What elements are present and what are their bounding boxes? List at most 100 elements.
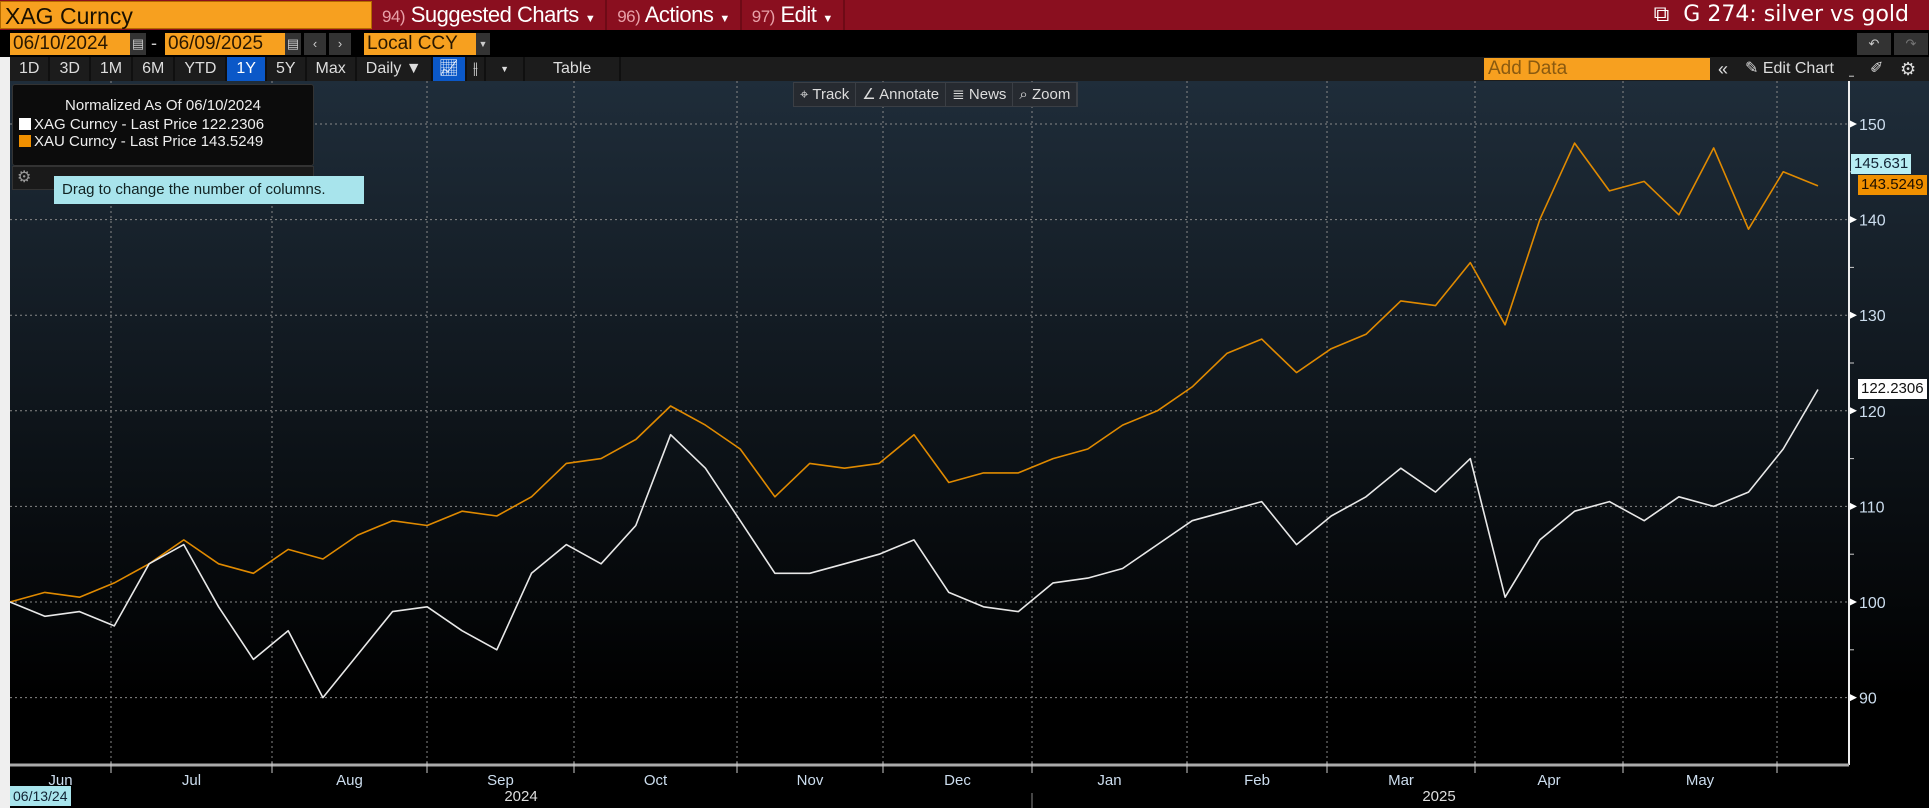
x-year-label: 2024 (504, 788, 537, 805)
menu-label: Actions (644, 2, 714, 27)
external-link-icon[interactable]: ⧉ (1653, 2, 1670, 27)
prev-period-button[interactable]: ‹ (304, 33, 326, 55)
x-month-label: May (1686, 772, 1715, 789)
add-data-input[interactable]: Add Data (1484, 58, 1710, 80)
legend: Normalized As Of 06/10/2024 XAG Curncy -… (12, 84, 314, 166)
y-tick-label: 110 (1859, 499, 1885, 516)
cursor-value-tag: 145.631 (1851, 154, 1912, 174)
gear-icon[interactable]: ⚙ (17, 169, 32, 186)
redo-button[interactable]: ↷ (1894, 33, 1928, 55)
xau-last-price-tag: 143.5249 (1858, 175, 1927, 195)
bar-chart-icon[interactable]: ⫲ (467, 57, 487, 81)
y-tick-arrow (1849, 311, 1857, 320)
chart-title-text: G 274: silver vs gold (1683, 2, 1909, 27)
series-line-xau (9, 142, 1819, 603)
legend-label: XAU Curncy - Last Price 143.5249 (34, 133, 264, 150)
period-6m[interactable]: 6M (133, 57, 176, 81)
x-month-label: Oct (644, 772, 668, 789)
x-month-label: Apr (1537, 772, 1560, 789)
left-border (0, 57, 10, 808)
y-tick-label: 120 (1859, 404, 1886, 421)
caret-down-icon[interactable]: ▼ (486, 57, 526, 81)
edit-chart-button[interactable]: ✎ Edit Chart (1745, 57, 1834, 81)
period-5y[interactable]: 5Y (267, 57, 307, 81)
annotate-button[interactable]: ∠ Annotate (856, 83, 947, 106)
zoom-label: Zoom (1032, 86, 1071, 103)
xag-last-price-tag: 122.2306 (1858, 379, 1927, 399)
legend-swatch (19, 118, 31, 130)
news-label: News (968, 86, 1007, 103)
chart-tools: ⌖ Track ∠ Annotate ≣ News ⌕ Zoom (793, 82, 1079, 107)
legend-item-xag[interactable]: XAG Curncy - Last Price 122.2306 (19, 116, 307, 133)
annotate-label: Annotate (879, 86, 940, 103)
menu-number: 94) (382, 7, 406, 26)
date-separator: - (151, 33, 157, 53)
x-month-label: Jan (1097, 772, 1121, 789)
y-tick-arrow (1849, 502, 1857, 511)
menu-number: 97) (751, 7, 776, 26)
chart-title: ⧉ G 274: silver vs gold (1654, 0, 1909, 30)
period-max[interactable]: Max (307, 57, 357, 81)
y-tick-label: 100 (1859, 595, 1886, 612)
pencil-icon: ✎ (1745, 60, 1759, 77)
period-1d[interactable]: 1D (10, 57, 51, 81)
menu-label: Suggested Charts (410, 2, 580, 27)
period-1y[interactable]: 1Y (227, 57, 267, 81)
y-tick-arrow (1849, 693, 1857, 702)
x-month-label: Sep (487, 772, 514, 789)
x-month-label: Jul (182, 772, 201, 789)
end-date-field[interactable]: 06/09/2025 (165, 33, 285, 55)
y-tick-arrow (1849, 406, 1857, 415)
y-tick-label: 130 (1859, 308, 1886, 325)
track-button[interactable]: ⌖ Track (794, 83, 857, 106)
x-month-label: Jun (48, 772, 72, 789)
tooltip: Drag to change the number of columns. (54, 176, 364, 204)
gear-icon[interactable]: ⚙ (1900, 59, 1917, 79)
y-tick-arrow (1849, 215, 1857, 224)
frequency-select[interactable]: Daily ▼ (357, 57, 433, 81)
calendar-icon[interactable]: ▤ (130, 33, 146, 55)
undo-button[interactable]: ↶ (1857, 33, 1891, 55)
y-tick-arrow (1849, 120, 1857, 128)
caret-down-icon: ▼ (822, 13, 833, 25)
zoom-button[interactable]: ⌕ Zoom (1013, 83, 1078, 106)
security-input[interactable]: XAG Curncy (0, 1, 372, 29)
top-bar: XAG Curncy 94) Suggested Charts ▼ 96) Act… (0, 0, 1929, 30)
x-month-label: Feb (1244, 772, 1270, 789)
period-ytd[interactable]: YTD (175, 57, 228, 81)
collapse-icon[interactable]: « (1718, 59, 1729, 79)
y-tick-arrow (1849, 598, 1857, 606)
track-label: Track (812, 86, 850, 103)
legend-label: XAG Curncy - Last Price 122.2306 (34, 116, 265, 133)
period-1m[interactable]: 1M (91, 57, 134, 81)
legend-item-xau[interactable]: XAU Curncy - Last Price 143.5249 (19, 133, 307, 150)
caret-down-icon[interactable]: ▼ (476, 33, 490, 55)
menu-suggested-charts[interactable]: 94) Suggested Charts ▼ (372, 0, 608, 30)
line-chart-icon[interactable]: 📈︎ (432, 57, 467, 81)
x-month-label: Dec (944, 772, 971, 789)
news-button[interactable]: ≣ News (946, 83, 1014, 106)
caret-down-icon: ▼ (719, 13, 730, 25)
period-3d[interactable]: 3D (50, 57, 91, 81)
series-line-xag (9, 389, 1819, 699)
start-date-field[interactable]: 06/10/2024 (10, 33, 130, 55)
legend-swatch (19, 135, 31, 147)
caret-down-icon: ▼ (584, 13, 596, 25)
currency-select[interactable]: Local CCY (364, 33, 476, 55)
x-month-label: Mar (1388, 772, 1414, 789)
x-month-label: Aug (336, 772, 363, 789)
menu-edit[interactable]: 97) Edit ▼ (742, 0, 845, 30)
menu-label: Edit (780, 2, 817, 27)
y-tick-label: 140 (1859, 213, 1886, 230)
next-period-button[interactable]: › (329, 33, 351, 55)
calendar-icon[interactable]: ▤ (285, 33, 301, 55)
table-button[interactable]: Table (525, 57, 622, 81)
menu-actions[interactable]: 96) Actions ▼ (607, 0, 742, 30)
legend-title: Normalized As Of 06/10/2024 (65, 97, 261, 114)
y-tick-label: 150 (1859, 117, 1886, 134)
x-month-label: Nov (797, 772, 824, 789)
edit-chart-label: Edit Chart (1762, 60, 1834, 77)
start-date-marker: 06/13/24 (10, 786, 71, 806)
annotate-edit-icon[interactable]: ✐ (1870, 60, 1884, 77)
